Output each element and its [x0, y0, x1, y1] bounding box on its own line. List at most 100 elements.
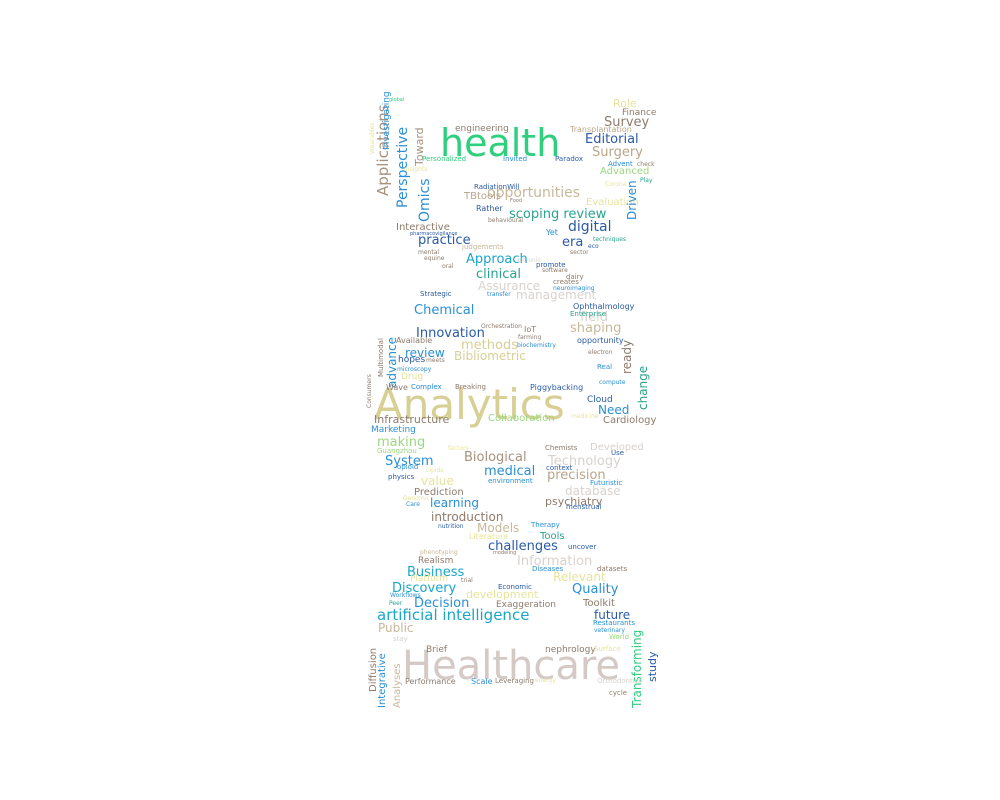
word: Piggybacking	[530, 383, 584, 392]
word: Lipids	[426, 467, 444, 474]
word: Wearables	[369, 122, 376, 154]
word: Evaluation	[586, 197, 639, 208]
word: challenges	[488, 539, 558, 554]
word: context	[546, 464, 573, 472]
word: scoping review	[509, 207, 607, 222]
word: Care	[406, 501, 420, 508]
word: datasets	[597, 565, 628, 573]
word: Surgery	[592, 145, 643, 160]
word: Available	[396, 336, 433, 345]
word: Realism	[418, 556, 454, 566]
word: Chemical	[414, 303, 475, 318]
word: Need	[598, 403, 630, 417]
word: stay	[393, 635, 408, 643]
word: System	[385, 454, 434, 469]
word: digital	[568, 219, 612, 235]
word: Yet	[546, 228, 558, 237]
word: Healthcare	[402, 643, 621, 689]
word: Approach	[466, 252, 528, 267]
word: health	[440, 121, 561, 165]
word: Models	[477, 521, 520, 535]
word: trial	[461, 577, 473, 584]
word: Assurance	[478, 279, 541, 293]
word: Transforming	[630, 629, 644, 708]
word: psychiatry	[545, 495, 603, 508]
word: Finance	[622, 108, 657, 118]
word: Strategic	[420, 290, 452, 298]
word: promote	[536, 261, 566, 269]
word: Breaking	[455, 383, 487, 391]
word: Public	[378, 621, 414, 635]
word: Workflows	[390, 592, 421, 599]
word: Developed	[590, 442, 644, 453]
word: Orchestration	[481, 323, 522, 330]
word: Economic	[498, 583, 532, 591]
word: neuroimaging	[553, 285, 595, 292]
word: study	[646, 651, 659, 682]
word: Brief	[426, 645, 448, 655]
word: Corona	[605, 181, 627, 188]
word: Peer	[389, 600, 403, 607]
word: oral	[442, 263, 454, 270]
word: Leveraging	[495, 677, 534, 685]
word: judgements	[462, 243, 504, 251]
word: artificial intelligence	[377, 606, 530, 624]
word: IoT	[524, 325, 537, 334]
word: management	[516, 288, 597, 302]
word: Integrative	[377, 653, 388, 708]
word: Genomic	[403, 495, 430, 502]
word: Drug	[401, 372, 424, 382]
word: introduction	[431, 510, 504, 524]
word: Personalized	[422, 155, 467, 163]
word: techniques	[593, 236, 627, 243]
word: compute	[599, 379, 626, 386]
word: Prediction	[414, 487, 464, 498]
word: Guangzhou	[377, 447, 417, 455]
word: medical	[484, 464, 536, 479]
word: methods	[461, 338, 518, 353]
word: Cloud	[587, 395, 613, 405]
word: Omics	[417, 178, 433, 222]
word: Therapy	[531, 521, 560, 529]
word: farming	[518, 334, 542, 341]
word: Biological	[464, 450, 527, 465]
word: Driven	[625, 180, 639, 220]
word: eco	[588, 243, 599, 250]
word: Cardiology	[603, 415, 657, 426]
word: Restaurants	[593, 619, 635, 627]
word: Information	[517, 554, 593, 569]
word: Decision	[414, 596, 470, 611]
word: Play	[640, 177, 653, 184]
word: RadiationWill	[474, 183, 520, 191]
word: hopes	[398, 355, 426, 365]
word: era	[562, 235, 584, 250]
word: check	[637, 161, 655, 168]
word: transfer	[487, 291, 511, 298]
word: Enterprise	[570, 310, 607, 318]
word: Rather	[476, 204, 503, 213]
word: biochemistry	[517, 342, 556, 349]
word: Scale	[471, 677, 493, 686]
word: medicine	[571, 413, 599, 420]
word: Exaggeration	[496, 600, 556, 610]
word: cycle	[609, 689, 628, 697]
word: precision	[547, 468, 606, 483]
word: opportunities	[487, 185, 581, 201]
word: Interactive	[396, 222, 450, 233]
word: Futuristic	[590, 479, 623, 487]
word: field	[580, 310, 609, 325]
word: Advanced	[600, 166, 650, 177]
word: World	[609, 633, 630, 641]
word: engineering	[455, 124, 509, 134]
word: Transplantation	[570, 125, 632, 134]
word: learning	[430, 496, 479, 510]
word: database	[565, 484, 621, 498]
word: menstrual	[566, 503, 602, 511]
word: Platform	[410, 574, 448, 584]
word: Surface	[594, 645, 621, 653]
word: review	[405, 346, 445, 360]
word: phenotyping	[420, 549, 458, 556]
word: mental	[418, 249, 440, 256]
word: Chronic	[518, 257, 541, 264]
